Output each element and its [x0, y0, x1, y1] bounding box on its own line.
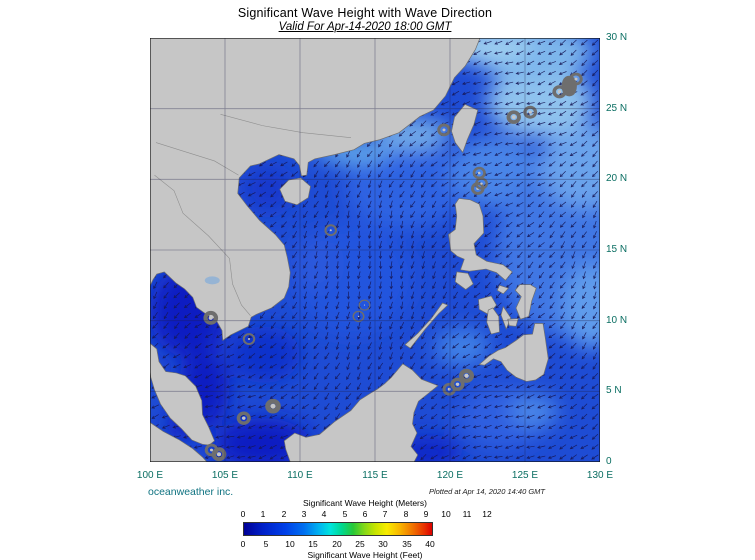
landmass-malay-peninsula: [150, 343, 215, 445]
feet-tick: 0: [240, 539, 246, 549]
island-taiwan: [451, 104, 477, 152]
meters-tick: 2: [281, 509, 287, 519]
colorbar-gradient: [243, 522, 433, 536]
small-islands: [203, 72, 583, 462]
island-cebu: [501, 307, 511, 330]
feet-tick: 5: [263, 539, 269, 549]
map-svg: [150, 38, 600, 462]
feet-tick: 40: [425, 539, 435, 549]
lat-label-20n: 20 N: [606, 173, 628, 184]
lon-label-115e: 115 E: [362, 470, 388, 481]
meters-tick: 8: [403, 509, 409, 519]
feet-tick: 20: [332, 539, 342, 549]
lat-label-5n: 5 N: [606, 385, 622, 396]
meters-tick: 12: [482, 509, 492, 519]
colorbar-meters-label: Significant Wave Height (Meters): [303, 498, 427, 508]
lon-label-100e: 100 E: [136, 470, 164, 481]
meters-tick: 3: [301, 509, 307, 519]
island-mindanao: [479, 323, 548, 381]
landmass-borneo: [284, 364, 438, 462]
lon-label-110e: 110 E: [287, 470, 313, 481]
island-negros: [487, 308, 500, 334]
lake-tonle-sap: [204, 276, 220, 285]
rivers: [155, 114, 351, 315]
island-bohol: [508, 319, 519, 327]
plotted-timestamp: Plotted at Apr 14, 2020 14:40 GMT: [428, 487, 545, 496]
meters-tick: 6: [362, 509, 368, 519]
feet-tick: 25: [355, 539, 365, 549]
feet-tick: 10: [285, 539, 295, 549]
island-mindoro: [455, 272, 473, 290]
meters-tick: 7: [382, 509, 388, 519]
feet-tick: 15: [308, 539, 318, 549]
feet-tick: 30: [378, 539, 388, 549]
lat-label-25n: 25 N: [606, 103, 628, 114]
grid-lines: [150, 38, 600, 462]
land-layer: [150, 38, 583, 462]
meters-tick: 4: [321, 509, 327, 519]
lat-label-30n: 30 N: [606, 32, 628, 43]
lon-label-120e: 120 E: [436, 470, 464, 481]
lon-label-125e: 125 E: [511, 470, 539, 481]
island-masbate: [497, 285, 508, 293]
colorbar-feet-label: Significant Wave Height (Feet): [307, 550, 423, 560]
island-palawan: [405, 303, 448, 348]
chart-subtitle: Valid For Apr-14-2020 18:00 GMT: [278, 21, 452, 33]
island-hainan: [280, 178, 311, 205]
chart-title: Significant Wave Height with Wave Direct…: [237, 6, 493, 20]
landmass-mainland-asia: [150, 38, 480, 340]
meters-tick: 0: [240, 509, 246, 519]
oceanweather-credit: oceanweather inc.: [148, 486, 234, 498]
lon-label-130e: 130 E: [586, 470, 614, 481]
meters-tick: 9: [423, 509, 429, 519]
lat-label-10n: 10 N: [606, 315, 628, 326]
island-samar-leyte: [515, 285, 536, 320]
lat-label-15n: 15 N: [606, 244, 628, 255]
lon-label-105e: 105 E: [211, 470, 239, 481]
meters-tick: 11: [462, 509, 472, 519]
meters-tick: 5: [342, 509, 348, 519]
feet-tick: 35: [402, 539, 412, 549]
island-luzon: [449, 198, 513, 280]
meters-tick: 10: [441, 509, 451, 519]
meters-tick: 1: [260, 509, 266, 519]
lat-label-0: 0: [606, 456, 612, 467]
landmass-sumatra: [150, 422, 207, 462]
